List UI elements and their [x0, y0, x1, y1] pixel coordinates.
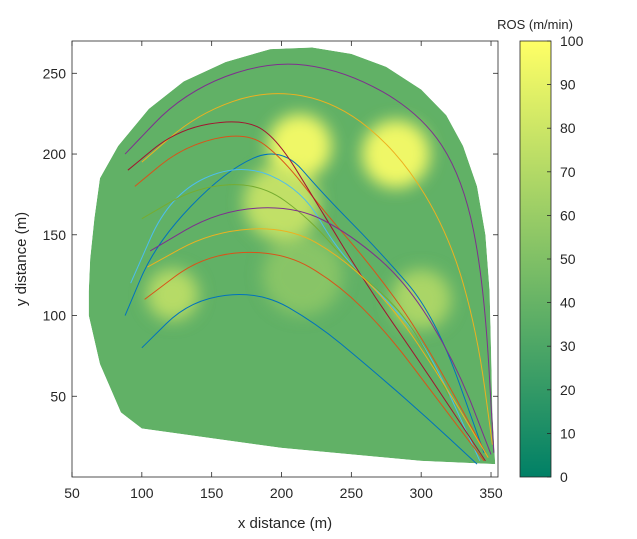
x-tick-label: 50 [64, 485, 80, 501]
contour-lines [124, 63, 495, 465]
y-tick-label: 100 [43, 308, 67, 324]
contour-line [141, 294, 478, 465]
colorbar-tick-label: 40 [560, 295, 576, 311]
colorbar-tick-label: 90 [560, 77, 576, 93]
contour-line [144, 251, 485, 462]
y-tick-label: 50 [50, 388, 66, 404]
x-tick-label: 100 [130, 485, 154, 501]
x-axis-label: x distance (m) [238, 515, 332, 532]
colorbar-tick-label: 70 [560, 164, 576, 180]
colorbar-ticks: 0 10 20 30 40 50 60 70 80 90 100 [547, 33, 584, 485]
colorbar-tick-label: 100 [560, 33, 584, 49]
axes-box [71, 40, 499, 478]
x-tick-label: 200 [270, 485, 294, 501]
colorbar-tick-label: 10 [560, 425, 576, 441]
colorbar [519, 40, 552, 478]
colorbar-tick-label: 80 [560, 120, 576, 136]
x-tick-label: 300 [410, 485, 434, 501]
y-axis-label: y distance (m) [13, 212, 30, 306]
colorbar-tick-label: 50 [560, 251, 576, 267]
contour-line [124, 63, 495, 453]
y-tick-label: 150 [43, 227, 67, 243]
ros-hotspot [362, 120, 431, 189]
ros-hotspot [243, 164, 320, 241]
contour-line [141, 93, 493, 445]
contour-line [130, 169, 481, 462]
contour-line [149, 207, 492, 455]
y-tick-label: 250 [43, 65, 67, 81]
y-tick-label: 200 [43, 146, 67, 162]
ros-field [88, 47, 496, 465]
x-tick-label: 250 [340, 485, 364, 501]
contour-line [147, 228, 489, 458]
x-tick-label: 150 [200, 485, 224, 501]
ros-hotspot [391, 269, 452, 330]
x-tick-label: 350 [479, 485, 503, 501]
colorbar-tick-label: 60 [560, 207, 576, 223]
ros-hotspot [146, 268, 199, 321]
colorbar-tick-label: 30 [560, 338, 576, 354]
contour-line [127, 121, 486, 462]
x-axis-ticks: 50 100 150 200 250 300 350 [64, 41, 503, 501]
contour-line [124, 153, 485, 453]
colorbar-tick-label: 0 [560, 469, 568, 485]
y-axis-ticks: 50 100 150 200 250 [43, 65, 498, 404]
colorbar-title: ROS (m/min) [497, 17, 573, 32]
contour-line [141, 184, 450, 397]
contour-line [134, 135, 489, 458]
ros-hotspot [262, 235, 343, 316]
colorbar-tick-label: 20 [560, 382, 576, 398]
